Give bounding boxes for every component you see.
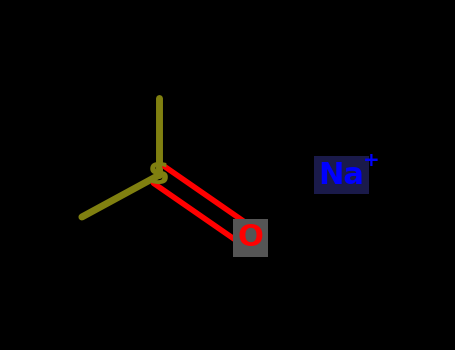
Text: O: O [238,224,263,252]
Text: Na: Na [318,161,364,189]
Text: +: + [363,152,379,170]
Text: S: S [148,161,170,189]
